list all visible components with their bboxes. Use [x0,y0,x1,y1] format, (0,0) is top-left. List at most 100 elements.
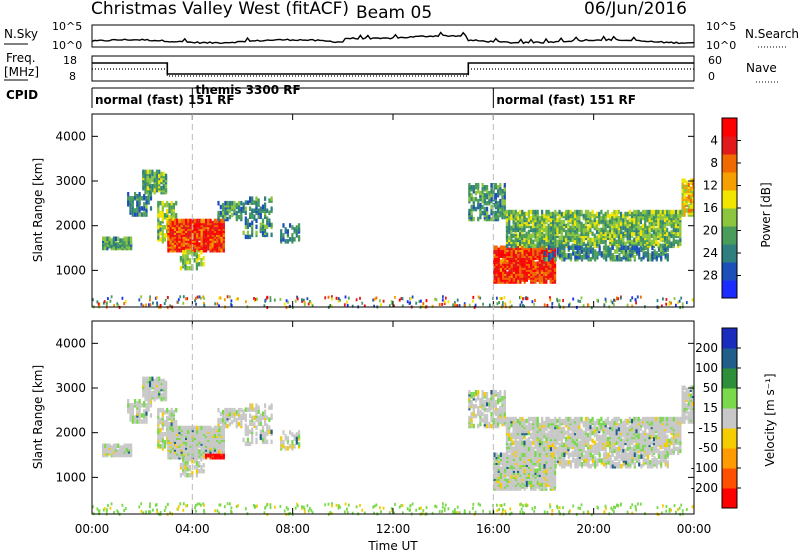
power-cell [200,218,203,224]
power-cell [527,239,530,245]
power-cell [536,249,539,254]
noise-search-label: N.Search [745,27,799,41]
station-title: Christmas Valley West (fitACF) [91,0,349,19]
power-cell [246,200,249,205]
velocity-cell [168,413,171,419]
velocity-cell [501,415,504,421]
power-cell [214,302,216,306]
power-cell [569,209,572,215]
velocity-cell [543,478,546,483]
velocity-cell [255,437,258,443]
velocity-cell [493,456,496,461]
velocity-cell [519,460,522,465]
power-cell [508,209,511,215]
power-cell [121,238,124,243]
velocity-cell [282,444,285,449]
power-cell [237,214,241,220]
power-cell [193,244,197,249]
velocity-cell [486,407,489,413]
power-cell [646,225,649,231]
power-cell [359,296,361,300]
power-cell [479,214,482,220]
power-cell [166,229,169,234]
power-cell [422,302,425,306]
velocity-cell [182,457,185,462]
velocity-cell [257,405,260,410]
power-cell [257,214,260,219]
power-cell [195,250,198,255]
power-cell [580,221,583,227]
power-cell [661,209,664,215]
power-cell [660,247,663,252]
power-cell [596,251,599,256]
velocity-cell [486,401,489,407]
power-cell [291,237,294,242]
velocity-cell [244,407,247,412]
velocity-cell [481,390,484,395]
power-cell [251,232,254,238]
velocity-cell [178,425,181,431]
power-cell [246,218,249,223]
velocity-cell [532,450,535,456]
power-cell [373,304,375,308]
power-cell [409,297,412,301]
velocity-cell [510,444,513,450]
power-cell [642,239,645,245]
power-cell [194,299,196,303]
power-cell [490,192,493,198]
power-cell [521,261,524,266]
velocity-cell [167,427,170,433]
velocity-cell [216,425,219,431]
power-cell [164,298,167,302]
velocity-cell [143,409,146,414]
power-cell [668,221,671,227]
velocity-cell [179,463,182,468]
power-cell [558,239,561,245]
power-cell [158,169,161,175]
velocity-cell [202,439,205,444]
power-cell [609,233,612,239]
velocity-cell [266,427,269,433]
power-cell [656,299,659,303]
power-cell [149,169,152,175]
power-cell [261,224,265,230]
velocity-cell [145,415,148,420]
power-cell [157,229,160,234]
power-cell [508,241,511,247]
power-cell [525,221,528,227]
power-cell [307,302,310,306]
velocity-cell [189,425,192,431]
power-cell [240,206,243,212]
power-cell [659,229,662,235]
velocity-cell [160,392,163,398]
power-cell [191,218,194,224]
cpid-label: CPID [6,88,38,102]
power-cell [685,180,688,185]
velocity-cell [244,413,247,418]
power-cell [530,225,533,231]
power-cell [532,227,535,233]
power-cell [663,217,667,223]
power-cell [611,257,614,262]
power-cell [556,239,559,245]
power-cell [295,233,298,238]
power-ylabel: Slant Range [km] [31,158,45,262]
velocity-cell [298,430,301,435]
velocity-cell [222,425,225,431]
velocity-cell [184,457,187,462]
power-cell [188,265,192,271]
power-cell [293,227,296,232]
velocity-cell [220,425,223,431]
velocity-cell [161,407,164,413]
power-cell [198,261,201,267]
velocity-cell [516,448,519,454]
velocity-cell [257,421,260,426]
power-cell [653,249,656,254]
power-cell [624,211,627,217]
power-cell [233,208,236,214]
velocity-cell [512,430,515,436]
power-cell [520,295,522,299]
power-cell [627,249,630,254]
power-cell [148,303,150,307]
velocity-cell [146,376,149,382]
